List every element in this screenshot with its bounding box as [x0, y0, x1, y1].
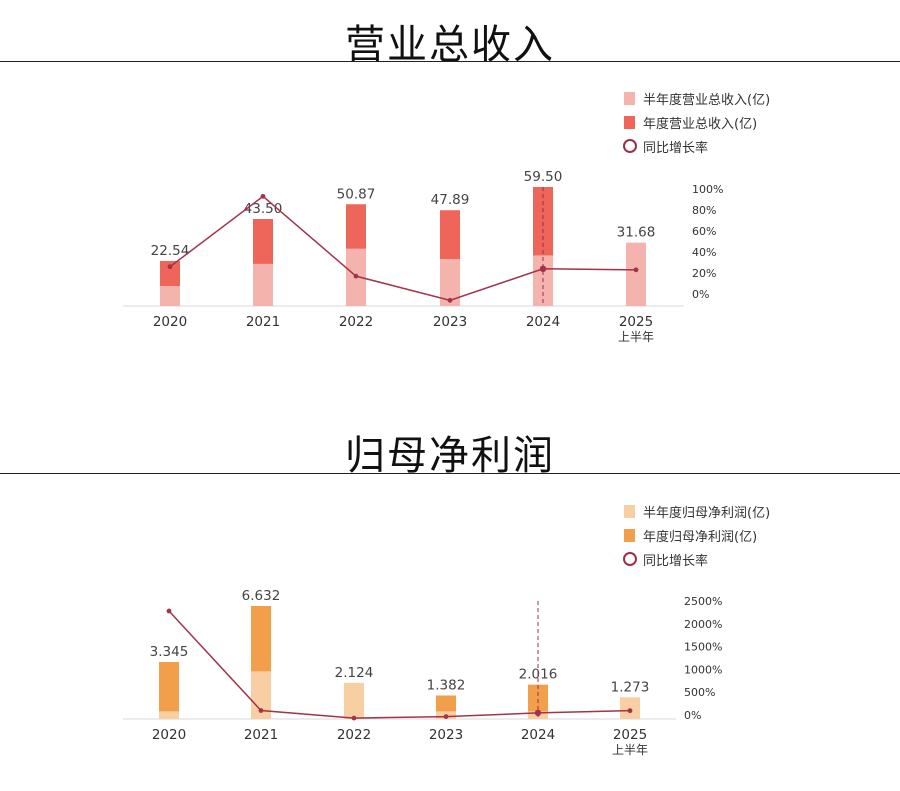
legend-item-annual: 年度归母净利润(亿): [624, 523, 770, 547]
growth-rate-point: [539, 265, 547, 272]
revenue-title-rule: [0, 61, 900, 62]
legend-label-annual: 年度营业总收入(亿): [643, 116, 758, 132]
growth-rate-point: [627, 708, 633, 714]
half-year-bar: [251, 671, 271, 719]
right-axis-tick-label: 60%: [692, 225, 716, 238]
right-axis-tick-label: 1500%: [684, 641, 722, 654]
half-year-bar: [620, 697, 640, 719]
half-year-bar: [440, 259, 460, 306]
right-axis-tick-label: 0%: [692, 288, 709, 301]
x-axis-tick-label: 2023: [433, 314, 467, 330]
x-axis-tick-label: 2024: [521, 727, 555, 743]
legend-swatch-half: [624, 91, 635, 105]
growth-rate-point: [166, 608, 172, 614]
legend-item-annual: 年度营业总收入(亿): [624, 110, 770, 134]
x-axis-tick-label: 2022: [337, 727, 371, 743]
bar-value-label: 31.68: [617, 225, 656, 241]
x-axis-tick-label: 2021: [244, 727, 278, 743]
half-year-bar: [344, 682, 364, 719]
net-profit-legend: 半年度归母净利润(亿) 年度归母净利润(亿) 同比增长率: [623, 499, 770, 571]
bar-value-label: 22.54: [151, 243, 190, 259]
bar-value-label: 1.382: [427, 677, 466, 693]
legend-swatch-annual: [624, 115, 635, 129]
right-axis-tick-label: 2500%: [684, 595, 722, 608]
right-axis-tick-label: 1000%: [684, 663, 722, 676]
right-axis-tick-label: 2000%: [684, 618, 722, 631]
right-axis-tick-label: 40%: [692, 246, 716, 259]
legend-label-annual: 年度归母净利润(亿): [643, 529, 758, 545]
growth-rate-point: [443, 714, 449, 719]
right-axis-tick-label: 20%: [692, 267, 716, 280]
growth-rate-point: [633, 267, 639, 273]
revenue-panel: 营业总收入 半年度营业总收入(亿) 年度营业总收入(亿) 同比增长率 100% 8…: [0, 0, 900, 395]
x-axis-tick-label: 2022: [339, 314, 373, 330]
x-axis-tick-label: 2020: [152, 727, 186, 743]
x-axis-tick-label: 2023: [429, 727, 463, 743]
bar-value-label: 50.87: [337, 186, 376, 202]
legend-item-half: 半年度归母净利润(亿): [624, 499, 770, 523]
net-profit-title-rule: [0, 473, 900, 474]
legend-ring-growth-icon: [623, 139, 637, 153]
revenue-chart-title: 营业总收入: [345, 22, 555, 68]
bar-value-label: 2.124: [335, 665, 374, 681]
bar-value-label: 47.89: [431, 192, 470, 208]
growth-rate-line: [169, 195, 637, 302]
revenue-legend: 半年度营业总收入(亿) 年度营业总收入(亿) 同比增长率: [623, 86, 770, 158]
x-axis-tick-label: 2025: [619, 314, 653, 330]
legend-ring-growth-icon: [623, 552, 637, 566]
x-axis-tick-sublabel: 上半年: [612, 743, 648, 757]
legend-label-half: 半年度营业总收入(亿): [643, 92, 771, 108]
growth-rate-point: [534, 709, 542, 717]
half-year-bar: [159, 711, 179, 719]
x-axis-tick-label: 2020: [153, 314, 187, 330]
half-year-bar: [160, 286, 180, 306]
growth-rate-point: [167, 264, 173, 270]
half-year-bar: [626, 242, 646, 306]
right-axis-tick-label: 500%: [684, 686, 715, 699]
x-axis-tick-label: 2025: [613, 727, 647, 743]
growth-rate-line: [168, 610, 631, 719]
right-axis-tick-label: 0%: [684, 709, 701, 722]
legend-item-growth: 同比增长率: [623, 547, 770, 571]
legend-swatch-annual: [624, 528, 635, 542]
right-axis-tick-label: 80%: [692, 204, 716, 217]
annual-bar: [159, 662, 179, 719]
half-year-bar: [253, 263, 273, 306]
growth-rate-point: [260, 193, 266, 199]
bar-value-label: 59.50: [524, 169, 563, 185]
growth-rate-point: [351, 715, 357, 721]
bar-value-label: 3.345: [150, 644, 189, 660]
legend-label-growth: 同比增长率: [643, 140, 709, 156]
x-axis-tick-sublabel: 上半年: [618, 330, 654, 344]
x-axis-tick-label: 2024: [526, 314, 560, 330]
legend-swatch-half: [624, 504, 635, 518]
net-profit-chart-title: 归母净利润: [345, 433, 555, 479]
bar-value-label: 6.632: [242, 588, 281, 604]
legend-label-growth: 同比增长率: [643, 553, 709, 569]
revenue-chart-plot: 100%80%60%40%20%0%22.54202043.50202150.8…: [123, 169, 723, 344]
x-axis-tick-label: 2021: [246, 314, 280, 330]
legend-item-growth: 同比增长率: [623, 134, 770, 158]
right-axis-tick-label: 100%: [692, 183, 723, 196]
legend-label-half: 半年度归母净利润(亿): [643, 505, 771, 521]
growth-rate-point: [258, 708, 264, 713]
growth-rate-point: [353, 273, 359, 279]
bar-value-label: 1.273: [611, 679, 650, 695]
growth-rate-point: [447, 297, 453, 303]
legend-item-half: 半年度营业总收入(亿): [624, 86, 770, 110]
